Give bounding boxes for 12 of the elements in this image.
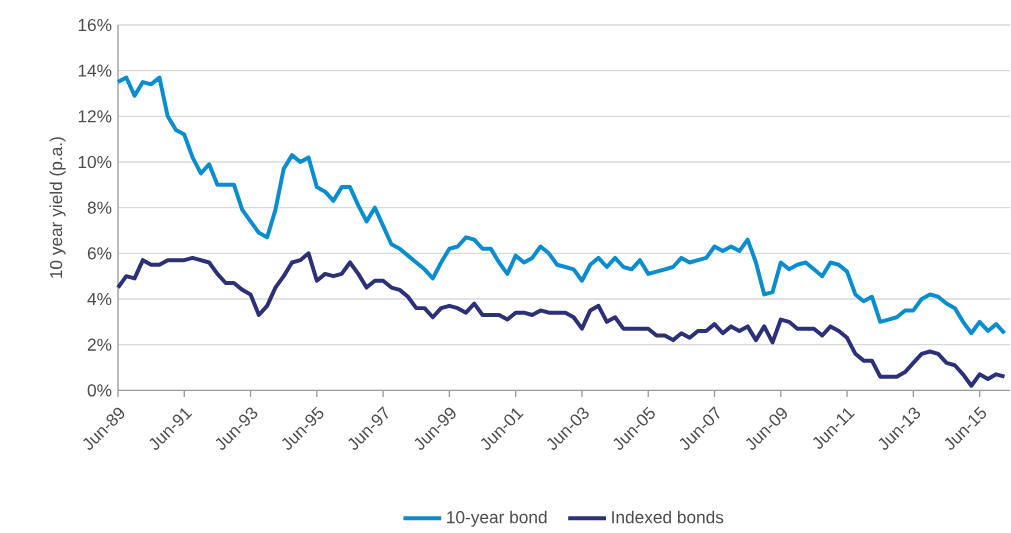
y-tick-label: 4% xyxy=(87,292,112,306)
y-axis-title: 10 year yield (p.a.) xyxy=(49,137,66,278)
legend-label: 10-year bond xyxy=(447,510,547,527)
y-tick-label: 2% xyxy=(87,338,112,351)
legend-label: Indexed bonds xyxy=(612,510,724,524)
y-tick-label: 0% xyxy=(87,384,112,397)
y-tick-label: 14% xyxy=(78,64,112,77)
y-tick-label: 6% xyxy=(87,247,112,260)
y-tick-label: 16% xyxy=(78,18,112,32)
y-tick-label: 12% xyxy=(78,110,112,123)
y-tick-label: 10% xyxy=(78,155,112,169)
y-tick-label: 8% xyxy=(87,201,112,214)
